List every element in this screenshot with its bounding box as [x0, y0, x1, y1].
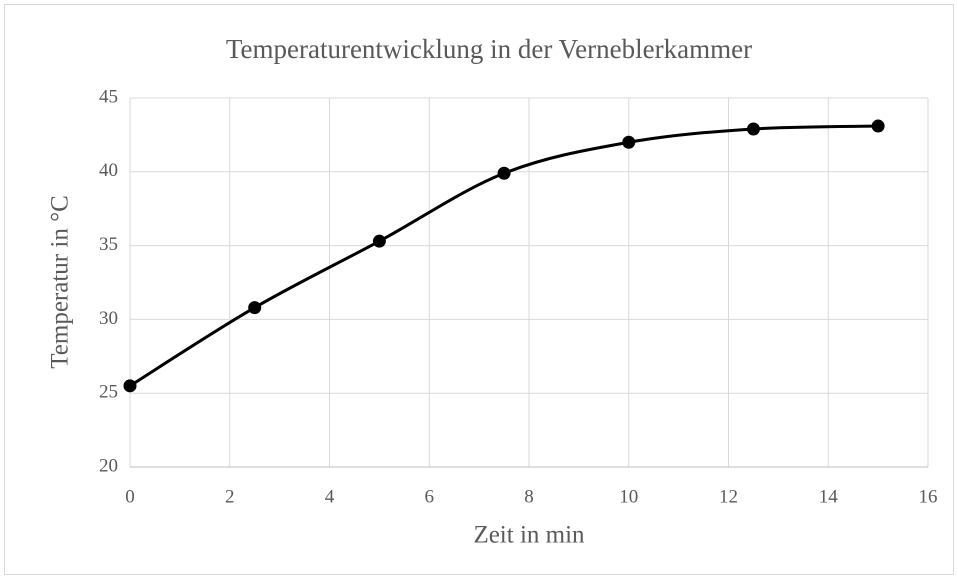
- data-point: [123, 379, 137, 393]
- chart-title: Temperaturentwicklung in der Verneblerka…: [226, 34, 752, 64]
- x-tick-label: 6: [425, 486, 435, 507]
- data-point: [622, 135, 636, 149]
- x-tick-label: 0: [125, 486, 135, 507]
- x-tick-label: 12: [719, 486, 738, 507]
- y-tick-label: 25: [99, 382, 118, 403]
- x-tick-label: 8: [524, 486, 534, 507]
- chart-border: [4, 4, 954, 575]
- data-point: [871, 119, 885, 133]
- y-axis-label: Temperatur in °C: [47, 195, 74, 368]
- y-tick-label: 40: [99, 160, 118, 181]
- x-tick-label: 14: [819, 486, 839, 507]
- y-tick-label: 30: [99, 308, 118, 329]
- y-tick-label: 35: [99, 234, 118, 255]
- y-tick-label: 20: [99, 455, 118, 476]
- y-tick-label: 45: [99, 86, 118, 107]
- x-tick-label: 2: [225, 486, 235, 507]
- data-point: [746, 122, 760, 136]
- x-tick-label: 16: [919, 486, 938, 507]
- data-point: [497, 166, 511, 180]
- x-tick-label: 4: [325, 486, 335, 507]
- x-tick-label: 10: [619, 486, 638, 507]
- x-axis-label: Zeit in min: [473, 522, 585, 549]
- data-point: [248, 301, 262, 315]
- data-point: [372, 234, 386, 248]
